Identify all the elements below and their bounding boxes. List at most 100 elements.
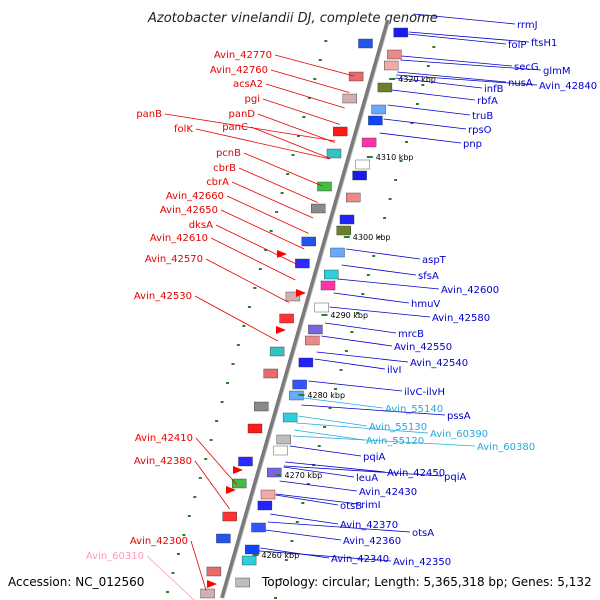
label-leader bbox=[259, 550, 392, 562]
gene-label-right: pqiA bbox=[444, 472, 466, 483]
gene-block bbox=[336, 225, 351, 236]
gene-label-left: Avin_42760 bbox=[210, 65, 268, 76]
label-leader bbox=[270, 69, 350, 93]
scale-tick bbox=[355, 312, 359, 314]
gene-block bbox=[317, 181, 332, 192]
gene-block bbox=[285, 291, 301, 302]
scale-tick bbox=[275, 211, 279, 213]
gene-block bbox=[352, 170, 367, 181]
label-leader bbox=[250, 126, 331, 159]
label-leader bbox=[226, 195, 309, 234]
gene-label-right: Avin_42340 bbox=[331, 554, 389, 565]
gene-label-right: mrcB bbox=[398, 329, 424, 340]
label-leader bbox=[270, 513, 339, 525]
gene-label-left: pcnB bbox=[216, 148, 241, 159]
label-leader bbox=[292, 435, 476, 447]
scale-tick bbox=[182, 534, 186, 536]
gene-label-left: folK bbox=[174, 124, 193, 135]
label-leader bbox=[391, 89, 476, 101]
scale-tick bbox=[231, 363, 235, 365]
gene-block bbox=[282, 412, 298, 423]
scale-tick bbox=[236, 344, 240, 346]
label-leader bbox=[397, 71, 507, 83]
gene-label-right: rpsO bbox=[468, 125, 492, 136]
gene-label-right: rbfA bbox=[477, 96, 498, 107]
gene-block bbox=[295, 258, 310, 269]
gene-block bbox=[251, 522, 266, 533]
gene-block bbox=[267, 467, 282, 478]
label-leader bbox=[267, 521, 411, 533]
gene-label-left: panD bbox=[228, 109, 255, 120]
kbp-label: 4280 kbp bbox=[307, 391, 345, 400]
gene-label-left: Avin_42380 bbox=[134, 456, 192, 467]
gene-label-left: panB bbox=[136, 109, 162, 120]
label-leader bbox=[341, 264, 417, 276]
label-leader bbox=[329, 306, 431, 318]
gene-block bbox=[222, 511, 237, 522]
kbp-tick bbox=[389, 78, 396, 80]
scale-tick bbox=[209, 439, 213, 441]
scale-tick bbox=[399, 160, 403, 162]
scale-tick bbox=[286, 173, 290, 175]
scale-tick bbox=[274, 597, 277, 599]
scale-tick bbox=[324, 40, 328, 42]
gene-label-right: folP bbox=[508, 40, 526, 51]
label-leader bbox=[275, 494, 339, 506]
label-leader bbox=[308, 380, 403, 392]
gene-label-right: ftsH1 bbox=[531, 38, 557, 49]
gene-label-right: Avin_42370 bbox=[340, 520, 398, 531]
label-leader bbox=[257, 113, 335, 143]
gene-block bbox=[263, 368, 278, 379]
scale-tick bbox=[410, 122, 414, 124]
gene-block bbox=[269, 346, 285, 357]
gene-block bbox=[231, 478, 247, 489]
label-leader bbox=[346, 248, 421, 260]
gene-block bbox=[371, 104, 386, 115]
scale-tick bbox=[318, 59, 322, 61]
label-leader bbox=[283, 466, 355, 478]
scale-tick bbox=[171, 572, 175, 574]
kbp-label: 4310 kbp bbox=[376, 153, 414, 162]
scale-tick bbox=[280, 192, 284, 194]
gene-block bbox=[333, 126, 348, 137]
label-leader bbox=[195, 437, 237, 485]
gene-block bbox=[200, 588, 215, 599]
accession-label: Accession: NC_012560 bbox=[8, 575, 144, 589]
scale-tick bbox=[258, 268, 262, 270]
scale-tick bbox=[366, 274, 370, 276]
label-leader bbox=[146, 555, 195, 600]
label-leaders bbox=[146, 13, 542, 600]
gene-block bbox=[346, 192, 361, 203]
label-leader bbox=[298, 415, 368, 427]
label-leader bbox=[303, 397, 384, 409]
kbp-tick bbox=[252, 554, 259, 556]
gene-label-right: Avin_55120 bbox=[366, 436, 424, 447]
scale-tick bbox=[421, 84, 425, 86]
label-leader bbox=[205, 258, 290, 303]
gene-label-left: Avin_60310 bbox=[86, 551, 144, 562]
gene-label-right: otsA bbox=[412, 528, 434, 539]
gene-label-right: aspT bbox=[422, 255, 447, 266]
scale-tick bbox=[394, 179, 398, 181]
map-title: Azotobacter vinelandii DJ, complete geno… bbox=[147, 11, 438, 26]
gene-label-right: pssA bbox=[447, 411, 471, 422]
gene-label-left: cbrB bbox=[213, 163, 236, 174]
gene-label-right: glmM bbox=[543, 66, 571, 77]
scale-tick bbox=[290, 540, 294, 542]
kbp-tick bbox=[343, 236, 350, 238]
scale-tick bbox=[295, 521, 299, 523]
label-leader bbox=[220, 209, 305, 250]
gene-label-right: Avin_42600 bbox=[441, 285, 499, 296]
label-leader bbox=[407, 33, 507, 45]
label-leader bbox=[243, 152, 323, 187]
scale-tick bbox=[432, 46, 436, 48]
scale-tick bbox=[405, 141, 408, 143]
scale-tick bbox=[307, 97, 311, 99]
gene-label-left: panC bbox=[222, 122, 248, 133]
label-leader bbox=[275, 493, 360, 505]
gene-label-left: dksA bbox=[189, 220, 213, 231]
gene-block bbox=[244, 544, 260, 555]
label-leader bbox=[324, 322, 397, 334]
kbp-label: 4320 kbp bbox=[398, 75, 436, 84]
